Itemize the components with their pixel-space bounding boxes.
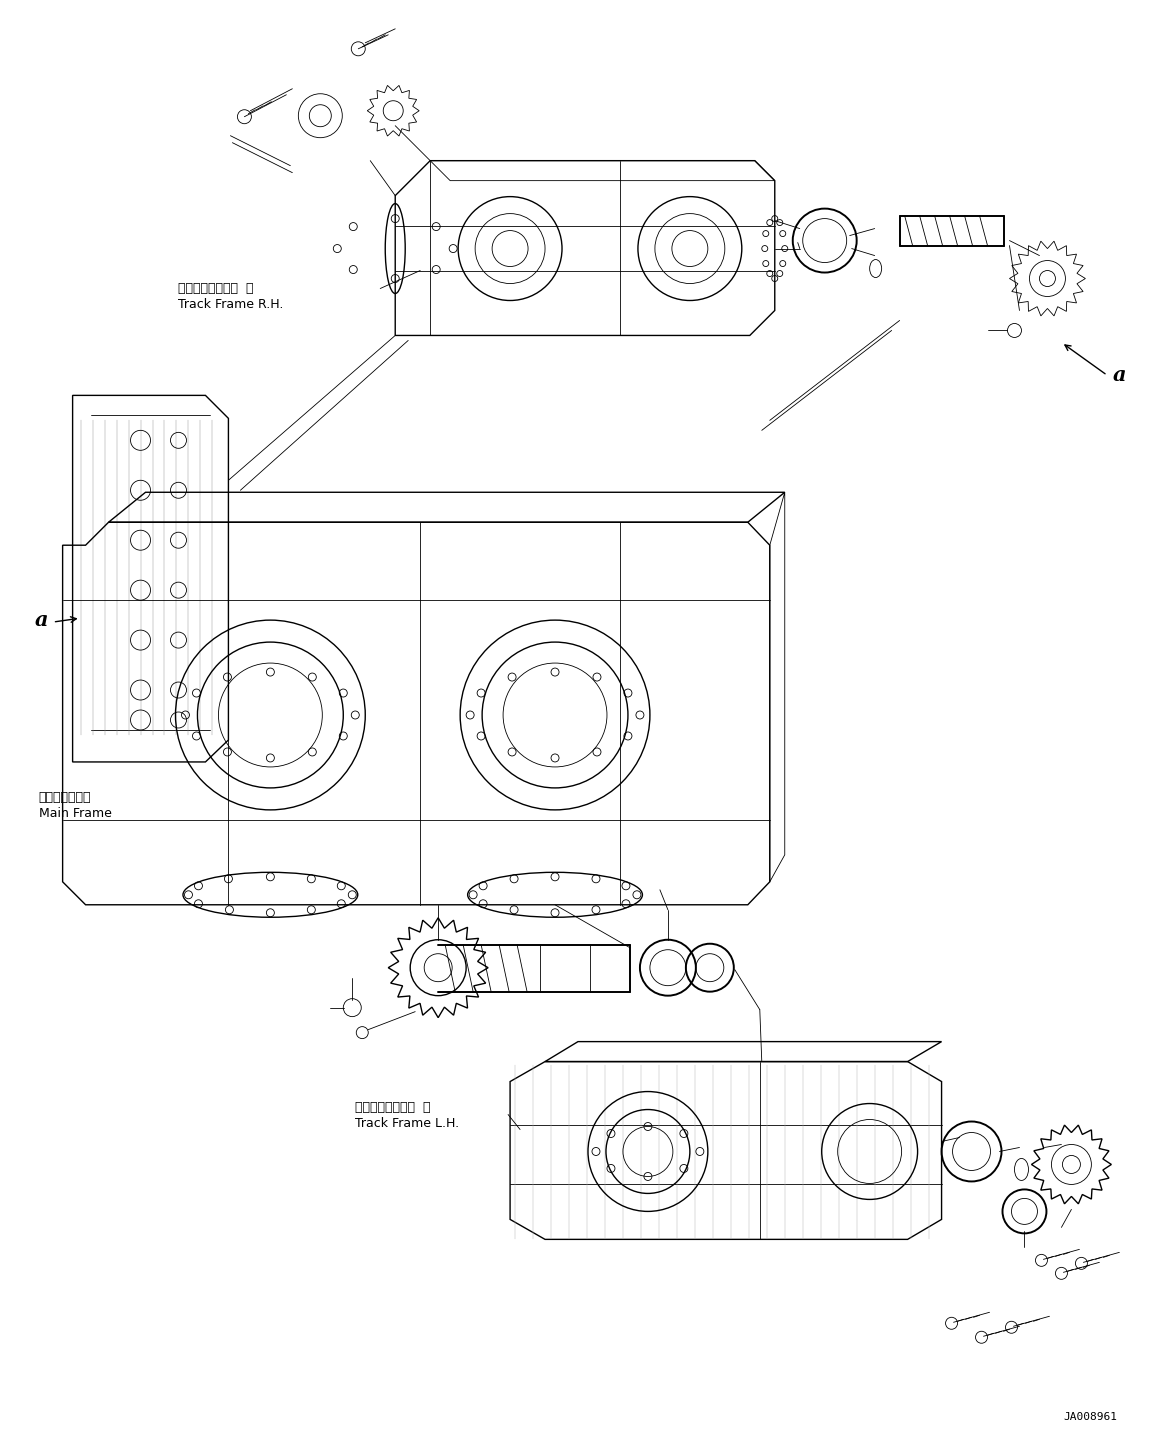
Text: Track Frame R.H.: Track Frame R.H. [178,298,284,311]
Text: メインフレーム: メインフレーム [38,792,91,805]
Text: Track Frame L.H.: Track Frame L.H. [355,1117,459,1130]
Text: JA008961: JA008961 [1063,1412,1118,1422]
Text: トラックフレーム  左: トラックフレーム 左 [355,1101,430,1114]
Text: a: a [35,610,49,630]
Text: Main Frame: Main Frame [38,808,112,821]
Text: トラックフレーム  右: トラックフレーム 右 [178,282,254,295]
Text: a: a [1112,365,1126,385]
